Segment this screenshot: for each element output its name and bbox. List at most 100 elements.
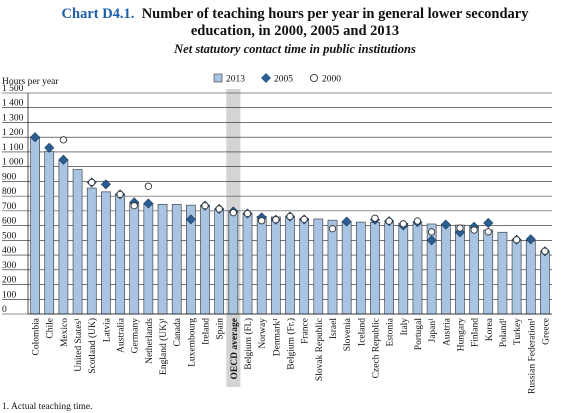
x-tick-label: OECD average	[230, 318, 240, 379]
diamond-marker	[44, 142, 55, 153]
diamond-marker	[100, 179, 111, 190]
circle-marker	[258, 217, 266, 225]
diamond-marker	[440, 219, 451, 230]
diamond-marker	[483, 217, 494, 228]
circle-marker	[413, 217, 422, 225]
bar	[525, 240, 536, 315]
x-tick-label: Greece	[541, 318, 551, 345]
circle-marker	[286, 212, 294, 221]
x-tick-label: Austria	[442, 317, 452, 346]
y-tick-label: 1 500	[2, 84, 24, 94]
bar	[327, 219, 338, 315]
bar	[384, 222, 394, 315]
bar	[256, 216, 267, 315]
x-tick-label: Luxembourg	[187, 318, 197, 367]
chart-heading: Chart D4.1. Number of teaching hours per…	[60, 6, 530, 40]
circle-marker	[144, 182, 153, 190]
bar	[157, 203, 168, 315]
y-tick-label: 1 300	[2, 113, 24, 123]
x-tick-label: Netherlands	[145, 318, 155, 364]
x-tick-label: Scotland (UK)	[87, 318, 98, 374]
x-tick-label: Poland¹	[499, 318, 509, 347]
legend-label: 2000	[322, 75, 341, 85]
x-tick-label: France	[301, 318, 311, 344]
bar	[58, 159, 69, 315]
x-tick-label: Italy	[400, 318, 410, 336]
bar	[412, 223, 423, 315]
diamond-marker	[454, 227, 465, 238]
diamond-marker	[143, 198, 154, 209]
bar	[200, 205, 210, 315]
x-tick-label: Turkey	[513, 318, 523, 345]
y-tick-label: 200	[2, 276, 17, 286]
y-tick-label: 600	[2, 217, 17, 227]
bar	[469, 226, 479, 315]
x-tick-label: United States¹	[74, 318, 84, 372]
y-tick-label: 500	[2, 231, 17, 241]
bar	[242, 213, 253, 315]
y-tick-label: 0	[2, 305, 7, 315]
bar	[299, 218, 309, 315]
x-tick-label: Denmark¹	[272, 318, 282, 356]
x-tick-label: Canada	[173, 317, 183, 346]
legend-swatch	[213, 73, 223, 83]
bar	[72, 169, 83, 315]
x-tick-label: Ireland	[202, 318, 212, 345]
bar	[271, 216, 281, 315]
x-tick-label: Belgium (Fl.)	[243, 318, 254, 370]
circle-marker	[328, 225, 337, 233]
diamond-marker	[341, 216, 352, 227]
y-tick-label: 1 400	[2, 99, 24, 109]
x-tick-label: Colombia	[32, 317, 42, 355]
y-tick-label: 400	[2, 246, 17, 256]
x-tick-label: Hungary	[456, 318, 466, 351]
y-tick-label: 900	[2, 172, 17, 182]
circle-marker	[130, 202, 138, 210]
x-tick-label: Australia	[117, 317, 127, 353]
bar	[341, 221, 352, 315]
x-tick-label: Mexico	[60, 318, 70, 347]
y-tick-label: 1 200	[2, 128, 24, 138]
y-tick-label: 800	[2, 187, 17, 197]
y-tick-label: 1 100	[2, 143, 24, 153]
circle-marker	[201, 202, 209, 210]
bar	[86, 187, 97, 315]
x-tick-label: Finland	[471, 318, 481, 347]
bar	[370, 222, 380, 315]
chart-number: Chart D4.1.	[61, 6, 135, 22]
circle-marker	[59, 136, 68, 144]
circle-marker	[116, 190, 124, 199]
footnote: 1. Actual teaching time.	[2, 402, 93, 412]
y-tick-label: 1 000	[2, 158, 24, 168]
bar	[440, 224, 451, 315]
circle-marker	[229, 208, 238, 217]
x-tick-label: Spain	[216, 318, 226, 340]
x-tick-label: Slovak Republic	[315, 318, 325, 381]
bar	[455, 224, 465, 315]
bar	[540, 252, 550, 315]
circle-marker	[541, 247, 549, 255]
bar	[483, 229, 494, 315]
bar	[44, 151, 55, 315]
y-tick-label: 100	[2, 290, 17, 300]
circle-marker	[399, 220, 407, 228]
x-tick-label: Korea	[485, 317, 495, 341]
diamond-marker	[525, 234, 536, 245]
bar	[129, 203, 140, 315]
legend-swatch	[309, 73, 319, 83]
legend-swatch	[261, 73, 271, 83]
x-tick-label: Israel	[329, 318, 339, 339]
bar	[511, 239, 522, 315]
x-tick-label: Portugal	[414, 318, 424, 351]
x-tick-label: Japan¹	[428, 318, 438, 343]
x-tick-label: Chile	[46, 318, 56, 339]
diamond-marker	[185, 214, 196, 225]
x-tick-label: Germany	[131, 318, 141, 354]
bar	[285, 216, 295, 315]
circle-marker	[427, 228, 436, 236]
diamond-marker	[426, 235, 437, 246]
circle-marker	[512, 236, 521, 244]
x-tick-label: Russian Federation¹	[527, 318, 537, 394]
